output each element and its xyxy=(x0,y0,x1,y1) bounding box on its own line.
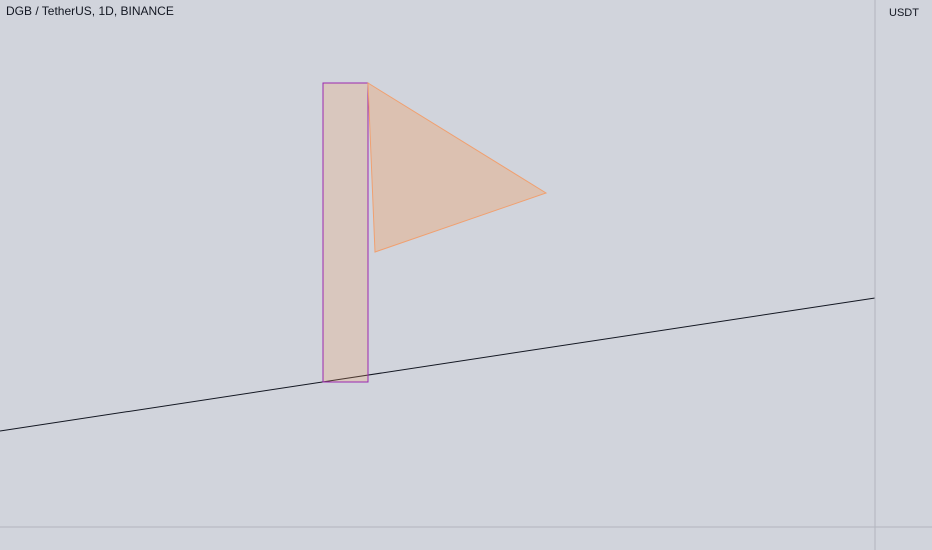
range-box xyxy=(322,82,369,383)
trend-line xyxy=(0,297,876,432)
triangle-pattern xyxy=(367,82,548,253)
y-unit: USDT xyxy=(889,7,919,19)
chart-title: DGB / TetherUS, 1D, BINANCE xyxy=(6,4,174,18)
